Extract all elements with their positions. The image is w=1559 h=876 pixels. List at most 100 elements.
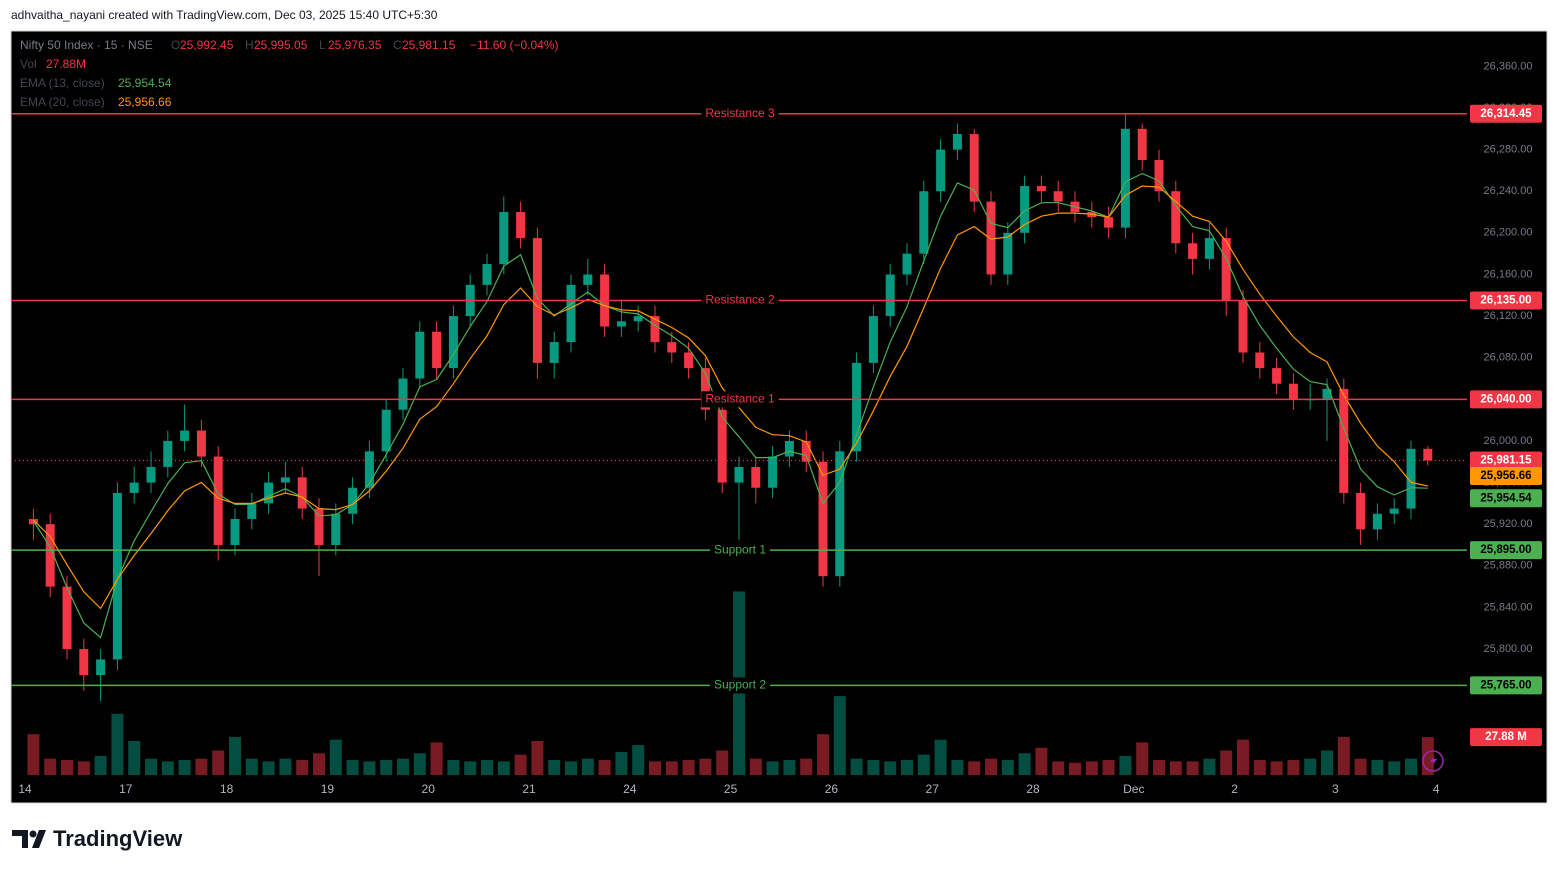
volume-bar (1270, 761, 1283, 775)
candle-body (1137, 128, 1147, 161)
candle-body (768, 456, 778, 488)
volume-bar (145, 758, 157, 775)
candle-body (499, 212, 509, 265)
candle-body (751, 466, 761, 488)
volume-bar (716, 750, 729, 775)
volume-bar (1405, 758, 1417, 775)
candle-body (1238, 300, 1248, 353)
candle-body (919, 191, 929, 254)
x-tick-label: 20 (422, 782, 436, 796)
candle-body (1036, 186, 1046, 192)
candle-body (902, 253, 912, 275)
volume-bar (346, 760, 359, 775)
volume-bar (850, 758, 863, 775)
level-label-bg (709, 542, 771, 559)
candle-body (213, 456, 223, 545)
ema-badge: 25,956.66 (1480, 470, 1531, 482)
candle-body (45, 524, 55, 587)
candle-body (986, 201, 996, 275)
volume-bar (1287, 760, 1300, 775)
x-tick-label: 24 (623, 782, 637, 796)
volume-bar (917, 754, 930, 775)
level-badge-bg (1470, 676, 1542, 695)
x-tick-label: 3 (1332, 782, 1339, 796)
plot: 25,800.00 25,840.00 25,880.00 25,920.00 25,9… (11, 60, 1542, 796)
y-tick-label: 25,880.00 (1484, 560, 1533, 572)
volume-bar (1237, 739, 1249, 775)
volume-bar (44, 758, 57, 775)
alert-icon[interactable] (1422, 750, 1444, 772)
volume-bar (951, 760, 964, 775)
volume-bar (1085, 761, 1098, 775)
bolt (1430, 754, 1437, 768)
candle-body (1322, 388, 1332, 400)
candle-body (818, 461, 828, 577)
level-label: Support 1 (714, 542, 766, 556)
candle-body (1104, 217, 1114, 228)
candle-body (1120, 128, 1130, 228)
ohlc-letter: H (245, 38, 254, 52)
x-tick-label: 18 (220, 782, 234, 796)
volume-bar (1052, 761, 1065, 775)
volume-bar (699, 758, 712, 775)
volume-bar (229, 736, 241, 775)
level-badge-bg (1470, 541, 1542, 560)
level-label-bg (701, 292, 779, 309)
candle-body (163, 440, 173, 467)
volume-bar (279, 758, 292, 775)
candle-body (868, 316, 878, 363)
x-tick-label: 4 (1433, 782, 1440, 796)
candle-body (835, 451, 845, 577)
chart-panel (10, 30, 1548, 804)
x-tick-label: 17 (119, 782, 133, 796)
candle-body (1204, 238, 1214, 259)
level-badge: 25,895.00 (1480, 544, 1531, 556)
candle-body (381, 409, 391, 452)
volume-bar (61, 760, 73, 775)
volume-bar (1321, 750, 1333, 775)
volume-bar (397, 758, 409, 775)
volume-bar (901, 760, 913, 775)
volume-bar (363, 761, 376, 775)
candle-body (1372, 513, 1382, 530)
x-tick-label: 26 (825, 782, 839, 796)
volume-bar (833, 696, 846, 775)
legend: Nifty 50 Index · 15 · NSE O 25,992.45 H 25,… (20, 38, 559, 109)
y-tick-label: 26,160.00 (1484, 268, 1533, 280)
ema-line (32, 172, 1428, 639)
volume-bar (581, 758, 594, 775)
candle-body (1356, 492, 1366, 530)
candle-body (280, 477, 290, 483)
volume-bar (514, 754, 527, 775)
candle-body (1020, 186, 1030, 233)
volume-bar (1304, 758, 1317, 775)
candle-body (398, 378, 408, 410)
volume-bar (766, 761, 779, 775)
level-badge-bg (1470, 104, 1542, 123)
ohlc-letter: O (171, 38, 180, 52)
candle-body (1389, 508, 1399, 514)
candle-body (650, 316, 660, 343)
volume-bar (985, 758, 997, 775)
volume-bar (212, 750, 225, 775)
ohlc-value: 25,995.05 (254, 38, 308, 52)
ohlc-letter: L (319, 38, 326, 52)
volume-bar (430, 742, 443, 775)
brand-logo (12, 830, 46, 848)
volume-bar (682, 760, 695, 775)
header: adhvaitha_nayani created with TradingVie… (11, 8, 438, 22)
volume-bar (531, 741, 544, 775)
y-tick-label: 26,200.00 (1484, 227, 1533, 239)
level-label: Support 2 (714, 678, 766, 692)
candle-body (1221, 238, 1231, 301)
ohlc-value: 25,992.45 (180, 38, 234, 52)
level-badge-bg (1470, 291, 1542, 310)
last-price-badge: 25,981.15 (1480, 455, 1532, 467)
candle-body (684, 352, 694, 369)
candle-body (1171, 191, 1181, 244)
x-tick-label: Dec (1123, 782, 1144, 796)
volume-bar (1220, 750, 1233, 775)
volume-bar (1186, 761, 1199, 775)
candle-body (801, 440, 811, 462)
volume-bar (161, 761, 174, 775)
